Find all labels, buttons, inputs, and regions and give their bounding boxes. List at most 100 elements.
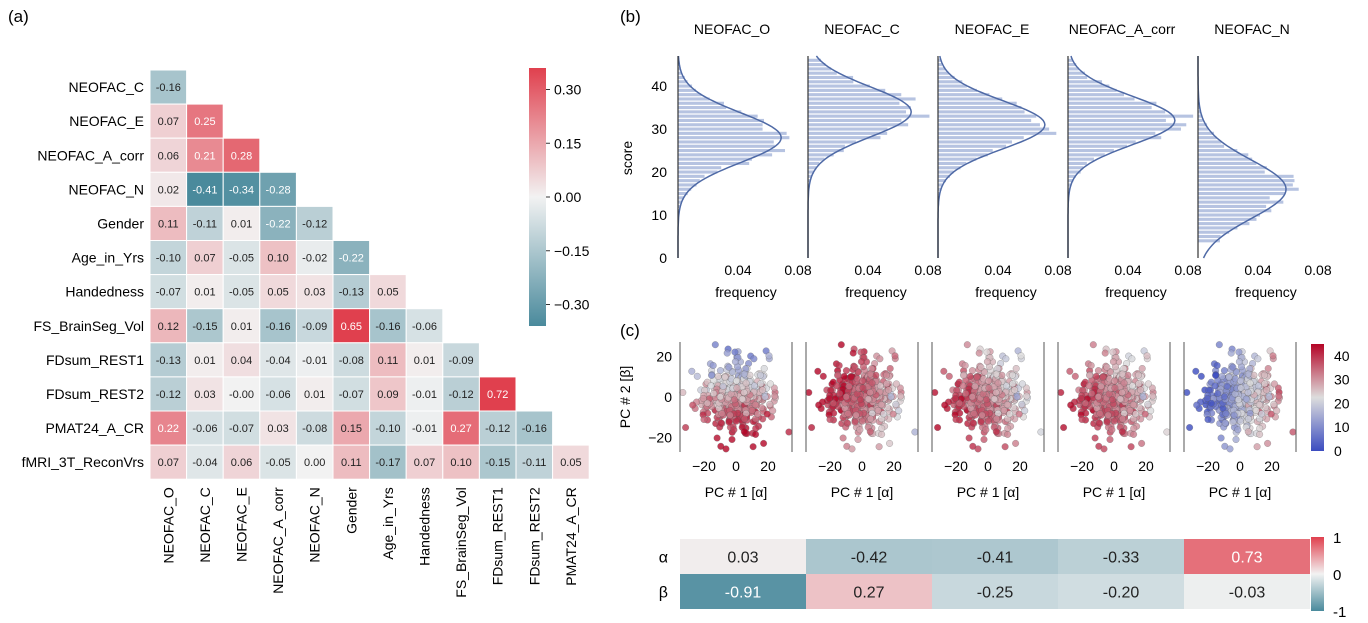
histogram-bar: [678, 84, 693, 88]
histogram-bar: [1198, 118, 1203, 123]
scatter-point: [721, 373, 729, 381]
histogram-bar: [808, 118, 902, 123]
histogram-bar: [938, 140, 1012, 144]
cell-value: 0.27: [450, 423, 471, 435]
scatter-point: [1220, 367, 1228, 375]
scatter-point: [1130, 430, 1138, 438]
histogram-bar: [1068, 136, 1162, 140]
histogram-bar: [678, 97, 710, 101]
scatter-point: [1135, 380, 1143, 388]
scatter-point: [973, 373, 981, 381]
scatter-point: [889, 410, 897, 418]
histogram-bar: [678, 123, 763, 127]
cell-value: -0.06: [192, 423, 217, 435]
histogram-bar: [808, 110, 907, 114]
scatter-point: [891, 352, 899, 360]
scatter-point: [699, 394, 707, 402]
scatter-subplot: −20 0 20 PC # 1 [α]: [1057, 341, 1171, 500]
histogram-bar: [1068, 153, 1105, 157]
scatter-point: [1097, 382, 1105, 390]
x-tick-label: 0: [1236, 458, 1244, 474]
row-label: β: [659, 585, 668, 602]
histogram-bar: [1198, 196, 1270, 200]
scatter-point: [760, 439, 768, 447]
scatter-point: [829, 399, 837, 407]
scatter-point: [1214, 390, 1222, 397]
x-tick-label: 20: [1012, 458, 1028, 474]
scatter-point: [746, 371, 754, 379]
scatter-point: [819, 372, 827, 380]
scatter-point: [895, 407, 903, 415]
scatter-point: [962, 390, 970, 397]
x-tick-label: −20: [692, 458, 716, 474]
heatmap-cell: [149, 444, 188, 480]
scatter-point: [754, 410, 762, 418]
histogram-bar: [938, 88, 977, 92]
scatter-point: [682, 424, 690, 431]
scatter-point: [1270, 380, 1278, 388]
subplot-title: NEOFAC_N: [1214, 21, 1289, 37]
scatter-point: [990, 395, 998, 403]
scatter-point: [751, 401, 759, 409]
heatmap-cell: [515, 444, 554, 480]
scatter-point: [1232, 436, 1240, 443]
scatter-point: [750, 382, 758, 390]
scatter-point: [868, 379, 876, 387]
scatter-point: [952, 416, 960, 423]
histogram-bar: [678, 179, 700, 183]
heatmap-cell: [149, 376, 188, 412]
scatter-point: [1087, 362, 1095, 369]
x-tick-label: 20: [1138, 458, 1154, 474]
cell-value: 0.10: [450, 457, 471, 469]
scatter-point: [1124, 371, 1132, 379]
heatmap-cell: [186, 274, 224, 310]
scatter-point: [1037, 428, 1045, 436]
scatter-point: [960, 371, 968, 379]
scatter-point: [1163, 428, 1171, 436]
histogram-bar: [808, 58, 822, 62]
cell-value: -0.12: [156, 389, 181, 401]
histogram-bar: [808, 97, 916, 101]
scatter-point: [1147, 407, 1155, 415]
scatter-point: [1103, 363, 1111, 371]
scatter-point: [740, 389, 748, 396]
scatter-point: [984, 377, 992, 385]
scatter-point: [961, 362, 969, 369]
scatter-point: [1274, 384, 1282, 392]
histogram-bar: [938, 97, 1003, 101]
histogram-bar: [938, 136, 1024, 140]
histogram-bar: [1198, 166, 1267, 170]
colorbar: [529, 68, 546, 326]
column-label: Age_in_Yrs: [380, 487, 396, 559]
panel-c-loading-heatmap: α 0.03 -0.42 -0.41 -0.33 0.73 β -0.91 0.27 -0.25 -…: [659, 530, 1347, 621]
scatter-point: [1139, 393, 1147, 401]
scatter-point: [1218, 372, 1226, 380]
cell-value: 0.11: [341, 457, 362, 469]
scatter-point: [771, 392, 779, 400]
scatter-point: [875, 443, 883, 451]
scatter-point: [1217, 434, 1225, 442]
scatter-point: [1104, 411, 1112, 419]
scatter-point: [1023, 392, 1031, 400]
heatmap-cell: [149, 342, 188, 378]
scatter-point: [1137, 386, 1145, 394]
scatter-point: [1018, 380, 1026, 388]
x-axis-label: frequency: [975, 284, 1036, 300]
scatter-subplot: −20 0 20 PC # 1 [α]: [805, 341, 919, 500]
scatter-point: [725, 418, 733, 426]
heatmap-cell: [369, 274, 407, 310]
cell-value: 0.03: [267, 423, 288, 435]
cell-value: -0.07: [339, 389, 364, 401]
scatter-point: [1071, 372, 1079, 380]
histogram-bar: [938, 67, 946, 71]
cell-value: -0.05: [229, 287, 254, 299]
histogram-bar: [808, 80, 854, 84]
heatmap-cell: [149, 308, 188, 344]
x-tick-label: 0.04: [854, 262, 881, 278]
colorbar-tick-label: −0.15: [554, 243, 590, 259]
scatter-point: [1109, 358, 1117, 366]
histogram-bar: [808, 183, 810, 187]
row-label: NEOFAC_A_corr: [37, 147, 144, 163]
histogram-bar: [678, 161, 750, 165]
row-label: NEOFAC_C: [69, 79, 144, 95]
